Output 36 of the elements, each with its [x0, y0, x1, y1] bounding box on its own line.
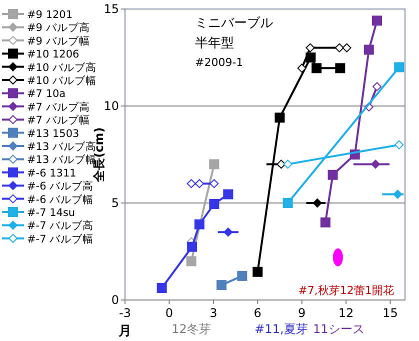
legend-label: #9 バルブ幅	[27, 34, 90, 48]
legend-label: #7 10a	[27, 88, 66, 100]
text: 11シース	[313, 322, 364, 336]
x-tick-label: 6	[254, 306, 262, 320]
legend-label: #10 1206	[27, 48, 80, 61]
text: ミニバーブル	[195, 16, 273, 31]
x-tick-label: 9	[298, 306, 306, 320]
y-tick-label: 15	[104, 2, 119, 16]
x-axis-title: 月	[118, 324, 132, 339]
y-tick-label: 0	[111, 293, 119, 307]
legend-label: #10 バルブ高	[27, 60, 96, 74]
legend-label: #7 バルブ幅	[27, 114, 90, 127]
legend-label: #10 バルブ幅	[27, 74, 96, 87]
x-tick-label: 12	[338, 306, 354, 320]
x-tick-label: 0	[165, 306, 174, 320]
legend-label: #9 バルブ高	[27, 21, 90, 34]
legend-label: #13 バルブ高	[27, 140, 96, 153]
text: 12冬芽	[172, 322, 211, 336]
x-tick-label: 15	[382, 306, 398, 320]
y-tick-label: 10	[104, 99, 119, 113]
legend-label: #-7 バルブ幅	[27, 232, 94, 246]
legend-label: #7 バルブ高	[27, 100, 90, 114]
legend-label: #-7 14su	[27, 207, 76, 219]
legend-label: #9 1201	[27, 9, 73, 21]
text: #11,夏芽	[254, 322, 308, 336]
legend-label: #-6 バルブ幅	[27, 192, 94, 206]
legend-label: #-6 1311	[27, 167, 76, 180]
legend-label: #-6 バルブ高	[27, 180, 94, 193]
legend-label: #-7 バルブ高	[27, 219, 94, 232]
y-tick-label: 5	[111, 196, 119, 210]
annotation: #2009-1	[195, 56, 244, 69]
x-tick-label: 3	[210, 306, 218, 320]
annotation: #7,秋芽12蕾1開花	[298, 284, 394, 297]
x-tick-label: -3	[119, 306, 131, 320]
legend-label: #13 1503	[27, 128, 80, 140]
text: 半年型	[195, 36, 234, 51]
